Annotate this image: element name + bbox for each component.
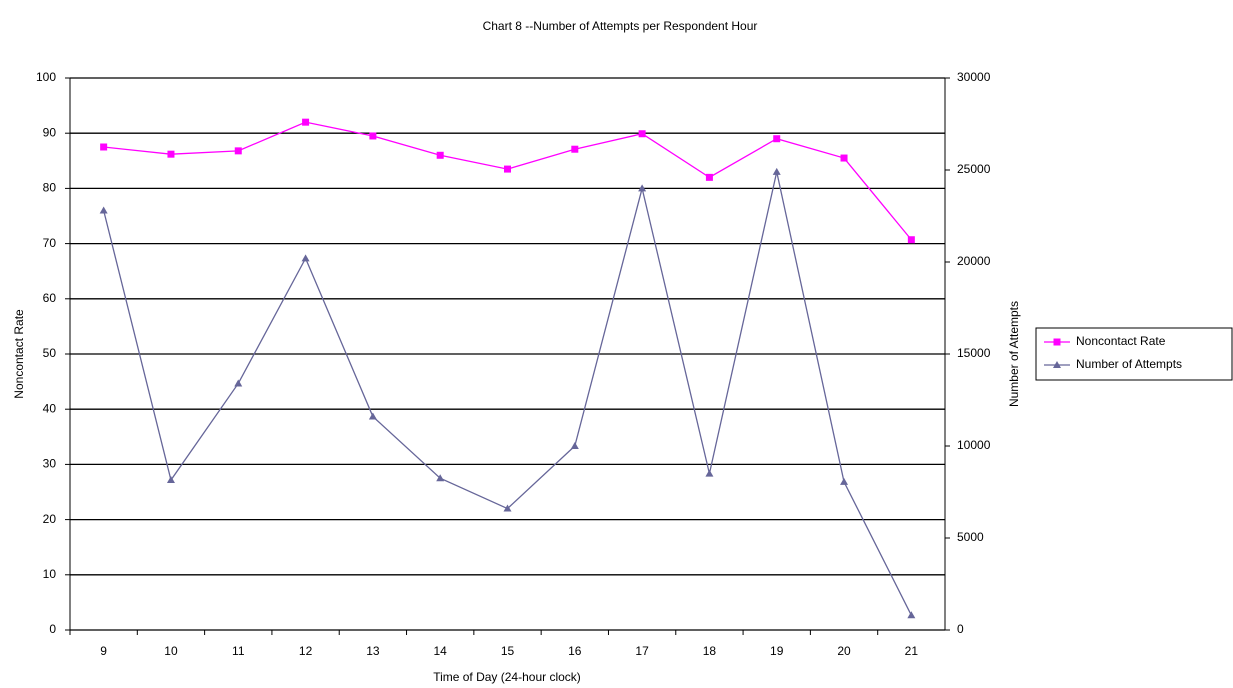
data-point <box>907 236 915 244</box>
x-tick-label: 13 <box>366 644 380 658</box>
data-point <box>705 173 713 181</box>
x-tick-label: 20 <box>837 644 851 658</box>
y-tick-label: 100 <box>36 70 56 84</box>
x-axis-label: Time of Day (24-hour clock) <box>433 670 581 684</box>
data-point <box>436 474 445 482</box>
x-tick-label: 11 <box>232 644 245 658</box>
y-tick-label: 90 <box>43 125 57 139</box>
y-tick-label: 10 <box>43 567 57 581</box>
x-tick-label: 10 <box>164 644 178 658</box>
y2-tick-label: 20000 <box>957 254 991 268</box>
y2-tick-label: 10000 <box>957 438 991 452</box>
y2-tick-label: 25000 <box>957 162 991 176</box>
data-point <box>773 135 781 143</box>
data-point <box>369 132 377 140</box>
data-point <box>503 504 512 512</box>
data-point <box>167 150 175 158</box>
x-tick-label: 18 <box>703 644 717 658</box>
data-point <box>570 442 579 449</box>
data-point <box>302 118 310 126</box>
x-tick-label: 16 <box>568 644 582 658</box>
x-tick-label: 12 <box>299 644 313 658</box>
data-point <box>571 145 579 153</box>
y-tick-label: 80 <box>43 181 57 195</box>
legend-marker <box>1053 338 1061 346</box>
x-tick-label: 19 <box>770 644 784 658</box>
legend-marker <box>1053 361 1061 368</box>
legend-label: Noncontact Rate <box>1076 334 1166 348</box>
data-point <box>301 254 310 262</box>
y-tick-label: 0 <box>49 622 56 636</box>
y-axis-label: Noncontact Rate <box>12 309 26 399</box>
y2-tick-label: 15000 <box>957 346 991 360</box>
legend-box <box>1035 327 1233 381</box>
data-point <box>772 167 781 175</box>
data-point <box>840 477 849 485</box>
data-point <box>504 165 511 173</box>
y2-tick-label: 5000 <box>957 530 984 544</box>
x-tick-label: 14 <box>434 644 448 658</box>
x-tick-label: 17 <box>635 644 649 658</box>
y2-tick-label: 30000 <box>957 70 991 84</box>
data-point <box>99 206 108 214</box>
y2-axis-label: Number of Attempts <box>1007 301 1021 407</box>
data-point <box>638 130 646 138</box>
data-point <box>840 154 848 162</box>
chart-title: Chart 8 --Number of Attempts per Respond… <box>483 19 758 33</box>
x-tick-label: 21 <box>905 644 919 658</box>
legend-label: Number of Attempts <box>1076 357 1182 371</box>
data-point <box>166 476 175 484</box>
data-point <box>638 184 647 192</box>
y-tick-label: 60 <box>43 291 57 305</box>
y-tick-label: 20 <box>43 512 57 526</box>
series-line <box>103 121 912 241</box>
y-tick-label: 70 <box>43 236 57 250</box>
data-point <box>705 469 714 477</box>
y-tick-label: 40 <box>43 401 57 415</box>
y-tick-label: 30 <box>43 457 57 471</box>
data-point <box>907 611 916 619</box>
x-tick-label: 15 <box>501 644 515 658</box>
y-tick-label: 50 <box>43 346 57 360</box>
x-tick-label: 9 <box>100 644 107 658</box>
y2-tick-label: 0 <box>957 622 964 636</box>
data-point <box>436 151 444 159</box>
series-line <box>103 171 912 616</box>
data-point <box>234 147 242 155</box>
data-point <box>100 143 108 151</box>
data-point <box>234 379 243 387</box>
data-point <box>368 412 377 420</box>
